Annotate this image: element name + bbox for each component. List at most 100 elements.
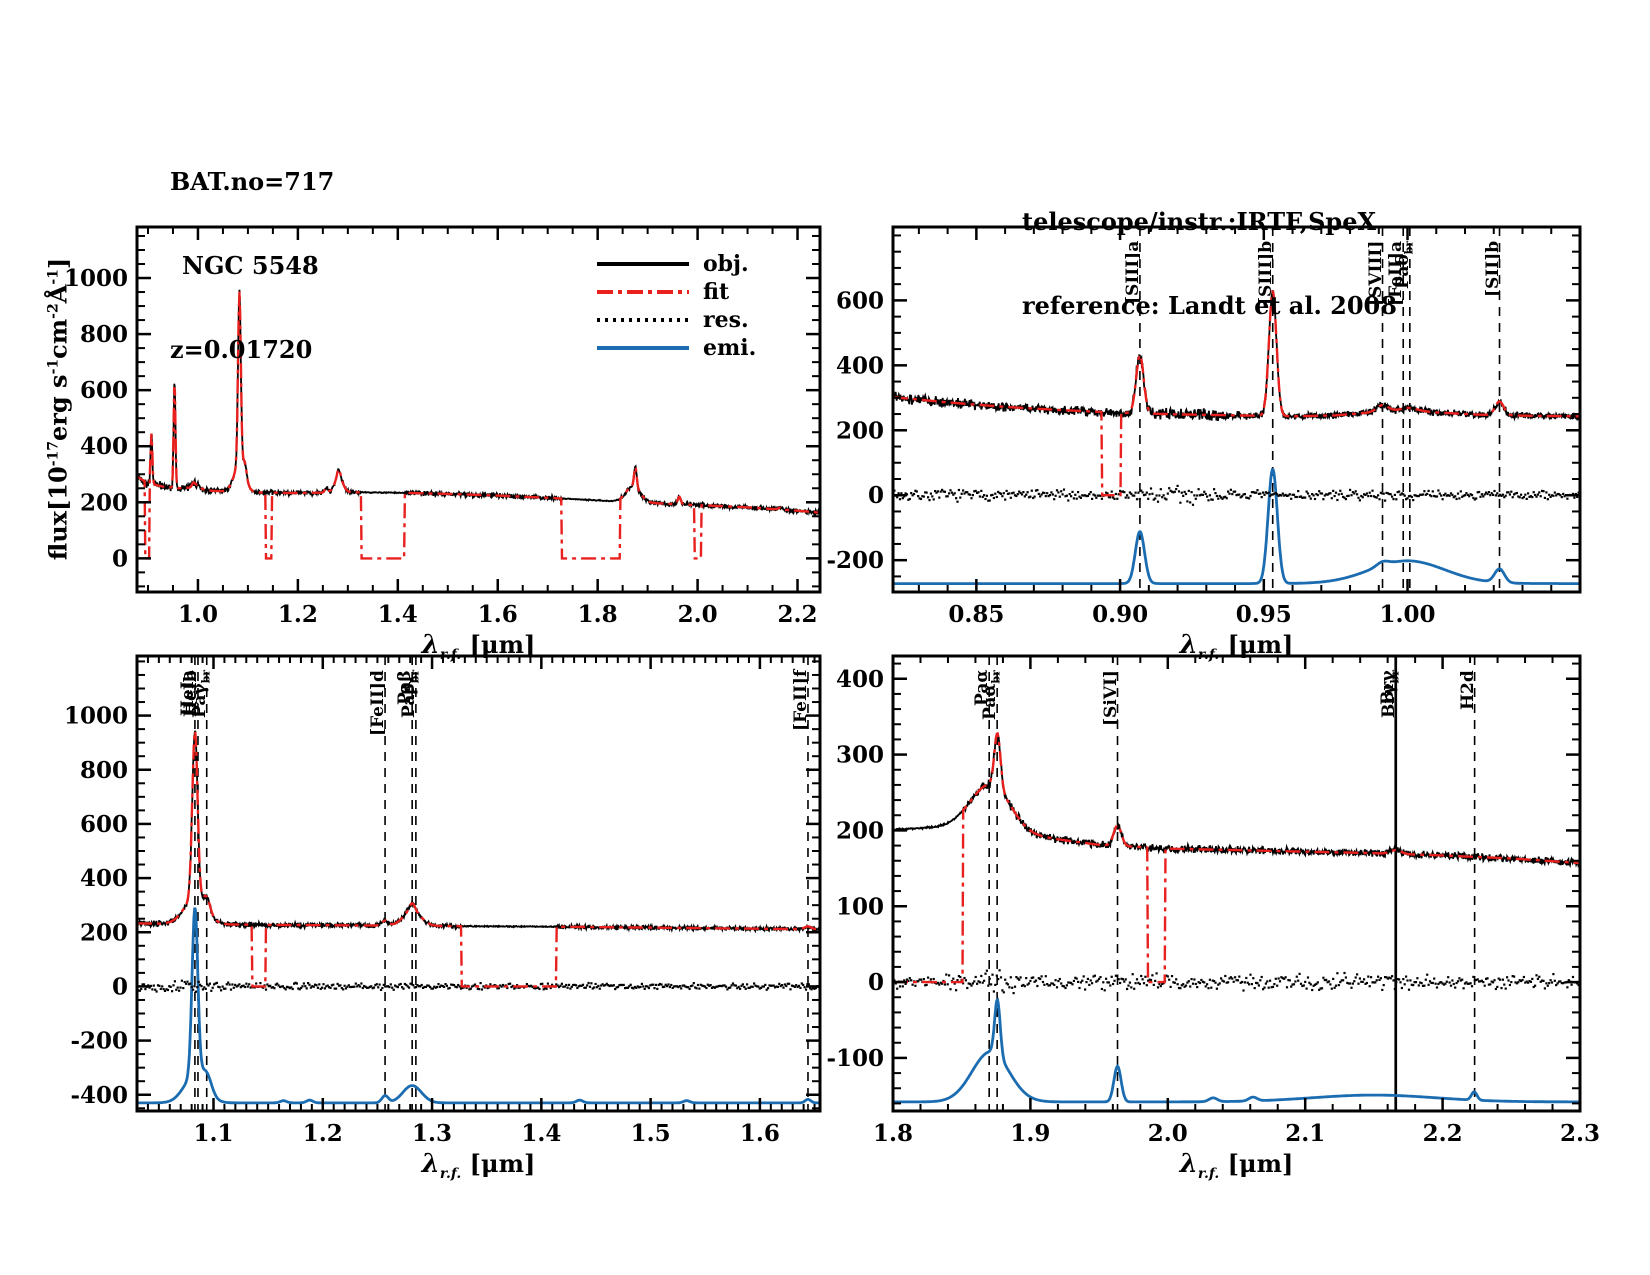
residual-dot	[323, 987, 326, 990]
residual-dot	[1243, 493, 1246, 496]
residual-dot	[1137, 491, 1140, 494]
residual-dot	[1566, 986, 1569, 989]
residual-dot	[1058, 495, 1061, 498]
residual-dot	[1356, 493, 1359, 496]
residual-dot	[597, 984, 600, 987]
residual-dot	[511, 984, 514, 987]
residual-dot	[577, 985, 580, 988]
residual-dot	[1413, 981, 1416, 984]
residual-dot	[934, 490, 937, 493]
residual-dot	[1193, 978, 1196, 981]
residual-dot	[1277, 494, 1280, 497]
residual-dot	[1346, 981, 1349, 984]
residual-dot	[353, 985, 356, 988]
y-tick-label: 200	[80, 919, 128, 946]
residual-dot	[1159, 488, 1162, 491]
residual-dot	[1252, 977, 1255, 980]
residual-dot	[1556, 982, 1559, 985]
residual-dot	[1084, 494, 1087, 497]
residual-dot	[1340, 492, 1343, 495]
residual-dot	[593, 986, 596, 989]
residual-dot	[1473, 498, 1476, 501]
residual-dot	[1329, 492, 1332, 495]
residual-dot	[600, 984, 603, 987]
residual-dot	[1113, 979, 1116, 982]
residual-dot	[1476, 978, 1479, 981]
residual-dot	[701, 984, 704, 987]
residual-dot	[1107, 496, 1110, 499]
residual-dot	[409, 982, 412, 985]
residual-dot	[1027, 496, 1031, 499]
residual-dot	[1371, 981, 1374, 984]
residual-dot	[1447, 976, 1450, 979]
residual-dot	[1377, 975, 1380, 978]
residual-dot	[1105, 977, 1108, 980]
residual-dot	[782, 986, 785, 989]
residual-dot	[1552, 494, 1555, 497]
residual-dot	[1501, 493, 1504, 496]
residual-dot	[1465, 492, 1468, 495]
residual-dot	[1433, 494, 1436, 498]
residual-dot	[1047, 984, 1050, 987]
residual-dot	[931, 495, 934, 498]
residual-dot	[358, 985, 362, 988]
residual-dot	[465, 986, 468, 989]
residual-dot	[1067, 499, 1070, 502]
residual-dot	[1267, 986, 1270, 989]
residual-dot	[1322, 976, 1325, 979]
residual-dot	[1220, 496, 1223, 499]
residual-dot	[525, 983, 528, 986]
residual-dot	[1201, 493, 1204, 496]
y-tick-label: 400	[836, 352, 884, 379]
residual-dot	[175, 988, 178, 991]
residual-dot	[938, 983, 941, 986]
residual-dot	[1301, 496, 1304, 499]
residual-dot	[271, 986, 275, 989]
residual-dot	[1522, 496, 1525, 499]
residual-dot	[1053, 498, 1056, 501]
residual-dot	[351, 985, 355, 988]
residual-dot	[1123, 980, 1126, 983]
residual-dot	[1532, 491, 1535, 494]
residual-dot	[1231, 977, 1234, 980]
residual-dot	[1022, 491, 1025, 494]
residual-dot	[482, 985, 485, 988]
residual-dot	[1339, 981, 1342, 984]
residual-dot	[1419, 493, 1422, 496]
residual-dot	[946, 983, 949, 986]
residual-dot	[516, 984, 519, 987]
residual-dot	[1354, 976, 1357, 979]
residual-dot	[347, 984, 350, 987]
residual-dot	[218, 986, 221, 989]
residual-dot	[541, 982, 544, 985]
redshift: z=0.01720	[170, 335, 313, 364]
residual-dot	[1210, 986, 1213, 989]
residual-dot	[1047, 495, 1050, 498]
residual-dot	[1062, 985, 1066, 988]
residual-dot	[588, 985, 592, 988]
residual-dot	[169, 985, 172, 988]
residual-dot	[990, 983, 993, 986]
residual-dot	[978, 981, 981, 984]
residual-dot	[375, 983, 378, 986]
residual-dot	[1117, 978, 1120, 981]
residual-dot	[242, 984, 245, 987]
residual-dot	[1414, 981, 1418, 984]
residual-dot	[1500, 987, 1503, 990]
y-tick-label: 0	[112, 973, 128, 1000]
residual-dot	[1576, 982, 1579, 985]
residual-dot	[295, 982, 298, 985]
residual-dot	[579, 984, 582, 987]
residual-dot	[1224, 495, 1227, 498]
residual-dot	[708, 984, 711, 987]
residual-dot	[999, 492, 1003, 495]
residual-dot	[549, 986, 552, 990]
residual-dot	[1273, 492, 1276, 495]
fit-curve	[137, 291, 820, 560]
residual-dot	[1365, 492, 1368, 495]
residual-dot	[1222, 980, 1225, 983]
residual-dot	[974, 489, 977, 492]
residual-dot	[1445, 494, 1448, 497]
residual-dot	[1549, 495, 1552, 498]
residual-dot	[1442, 494, 1446, 497]
